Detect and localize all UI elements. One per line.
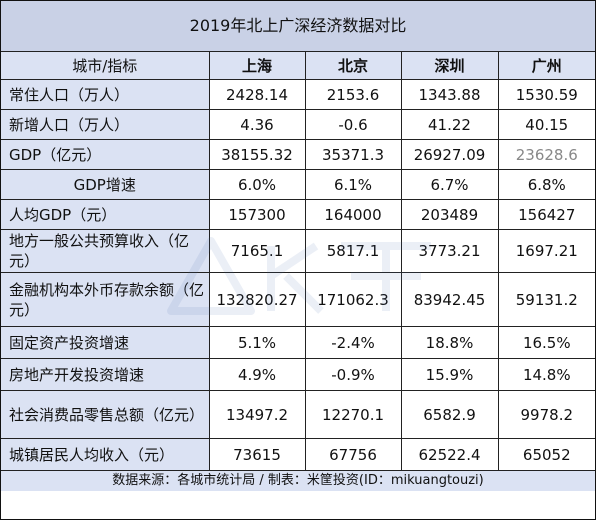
- row-label: 城镇居民人均收入（元）: [1, 438, 210, 471]
- cell-value: 13497.2: [208, 390, 306, 439]
- cell-value: 1343.88: [400, 79, 499, 110]
- cell-value: 4.36: [208, 109, 306, 140]
- row-label: 地方一般公共预算收入（亿元）: [1, 229, 210, 273]
- table-row: 房地产开发投资增速 4.9% -0.9% 15.9% 14.8%: [1, 358, 596, 391]
- table-row: 固定资产投资增速 5.1% -2.4% 18.8% 16.5%: [1, 326, 596, 359]
- cell-value: -2.4%: [304, 326, 402, 359]
- table-row: 地方一般公共预算收入（亿元） 7165.1 5817.1 3773.21 169…: [1, 229, 596, 273]
- cell-value: 164000: [304, 199, 402, 230]
- table-title: 2019年北上广深经济数据对比: [1, 1, 596, 52]
- cell-value: 23628.6: [497, 139, 596, 170]
- cell-value: 62522.4: [400, 438, 499, 471]
- row-label: GDP增速: [1, 169, 210, 200]
- cell-value: 14.8%: [497, 358, 596, 391]
- row-label: 常住人口（万人）: [1, 79, 210, 110]
- table-row: 常住人口（万人） 2428.14 2153.6 1343.88 1530.59: [1, 79, 596, 110]
- header-label-col: 城市/指标: [1, 51, 210, 80]
- cell-value: 6.0%: [208, 169, 306, 200]
- cell-value: 6.1%: [304, 169, 402, 200]
- header-city-guangzhou: 广州: [497, 51, 596, 80]
- cell-value: 5.1%: [208, 326, 306, 359]
- cell-value: 5817.1: [304, 229, 402, 273]
- cell-value: 132820.27: [208, 272, 306, 327]
- cell-value: 1697.21: [497, 229, 596, 273]
- cell-value: 38155.32: [208, 139, 306, 170]
- cell-value: 156427: [497, 199, 596, 230]
- header-city-beijing: 北京: [304, 51, 402, 80]
- cell-value: 2428.14: [208, 79, 306, 110]
- cell-value: 41.22: [400, 109, 499, 140]
- table-row: 社会消费品零售总额（亿元） 13497.2 12270.1 6582.9 997…: [1, 390, 596, 439]
- row-label: 社会消费品零售总额（亿元）: [1, 390, 210, 439]
- table-row: 金融机构本外币存款余额（亿元） 132820.27 171062.3 83942…: [1, 272, 596, 327]
- cell-value: 1530.59: [497, 79, 596, 110]
- data-source-note: 数据来源：各城市统计局 / 制表：米筐投资(ID：mikuangtouzi): [1, 470, 596, 491]
- cell-value: 9978.2: [497, 390, 596, 439]
- cell-value: 65052: [497, 438, 596, 471]
- cell-value: 16.5%: [497, 326, 596, 359]
- cell-value: 26927.09: [400, 139, 499, 170]
- cell-value: -0.9%: [304, 358, 402, 391]
- cell-value: 35371.3: [304, 139, 402, 170]
- row-label: GDP（亿元）: [1, 139, 210, 170]
- cell-value: 12270.1: [304, 390, 402, 439]
- cell-value: 6.8%: [497, 169, 596, 200]
- row-label: 房地产开发投资增速: [1, 358, 210, 391]
- cell-value: 171062.3: [304, 272, 402, 327]
- comparison-table: 2019年北上广深经济数据对比 城市/指标 上海 北京 深圳 广州 常住人口（万…: [1, 1, 596, 491]
- cell-value: 40.15: [497, 109, 596, 140]
- cell-value: -0.6: [304, 109, 402, 140]
- table-header-row: 城市/指标 上海 北京 深圳 广州: [1, 51, 596, 80]
- cell-value: 83942.45: [400, 272, 499, 327]
- table-row: GDP（亿元） 38155.32 35371.3 26927.09 23628.…: [1, 139, 596, 170]
- row-label: 人均GDP（元）: [1, 199, 210, 230]
- cell-value: 3773.21: [400, 229, 499, 273]
- cell-value: 15.9%: [400, 358, 499, 391]
- cell-value: 6582.9: [400, 390, 499, 439]
- cell-value: 6.7%: [400, 169, 499, 200]
- table-row: 新增人口（万人） 4.36 -0.6 41.22 40.15: [1, 109, 596, 140]
- table-row: 人均GDP（元） 157300 164000 203489 156427: [1, 199, 596, 230]
- row-label: 金融机构本外币存款余额（亿元）: [1, 272, 210, 327]
- cell-value: 2153.6: [304, 79, 402, 110]
- table-row: 城镇居民人均收入（元） 73615 67756 62522.4 65052: [1, 438, 596, 471]
- cell-value: 67756: [304, 438, 402, 471]
- cell-value: 59131.2: [497, 272, 596, 327]
- cell-value: 7165.1: [208, 229, 306, 273]
- cell-value: 4.9%: [208, 358, 306, 391]
- cell-value: 157300: [208, 199, 306, 230]
- cell-value: 203489: [400, 199, 499, 230]
- cell-value: 18.8%: [400, 326, 499, 359]
- table-row: GDP增速 6.0% 6.1% 6.7% 6.8%: [1, 169, 596, 200]
- row-label: 新增人口（万人）: [1, 109, 210, 140]
- header-city-shanghai: 上海: [208, 51, 306, 80]
- row-label: 固定资产投资增速: [1, 326, 210, 359]
- cell-value: 73615: [208, 438, 306, 471]
- header-city-shenzhen: 深圳: [400, 51, 499, 80]
